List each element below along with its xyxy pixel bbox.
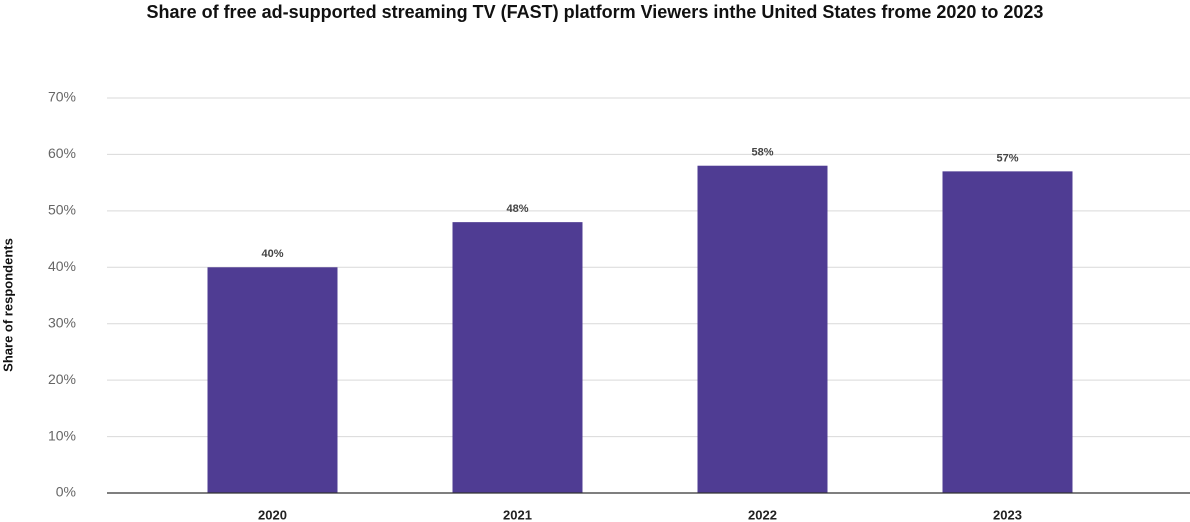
y-tick-label: 20% [48, 371, 76, 387]
y-axis-label: Share of respondents [0, 238, 15, 372]
y-tick-label: 50% [48, 202, 76, 218]
y-tick-label: 70% [48, 89, 76, 105]
x-tick-label: 2023 [993, 507, 1022, 522]
bar [697, 165, 828, 493]
data-label: 57% [996, 152, 1018, 164]
y-tick-label: 40% [48, 258, 76, 274]
data-label: 48% [506, 203, 528, 215]
y-tick-label: 30% [48, 314, 76, 330]
y-tick-label: 0% [56, 484, 76, 500]
bar [942, 171, 1073, 493]
x-tick-label: 2021 [503, 507, 532, 522]
x-tick-label: 2022 [748, 507, 777, 522]
x-tick-label: 2020 [258, 507, 287, 522]
y-tick-label: 10% [48, 427, 76, 443]
data-label: 58% [751, 147, 773, 159]
y-tick-label: 60% [48, 145, 76, 161]
chart-title: Share of free ad-supported streaming TV … [147, 2, 1044, 22]
data-label: 40% [261, 248, 283, 260]
bar [207, 267, 338, 493]
bar [452, 222, 583, 493]
